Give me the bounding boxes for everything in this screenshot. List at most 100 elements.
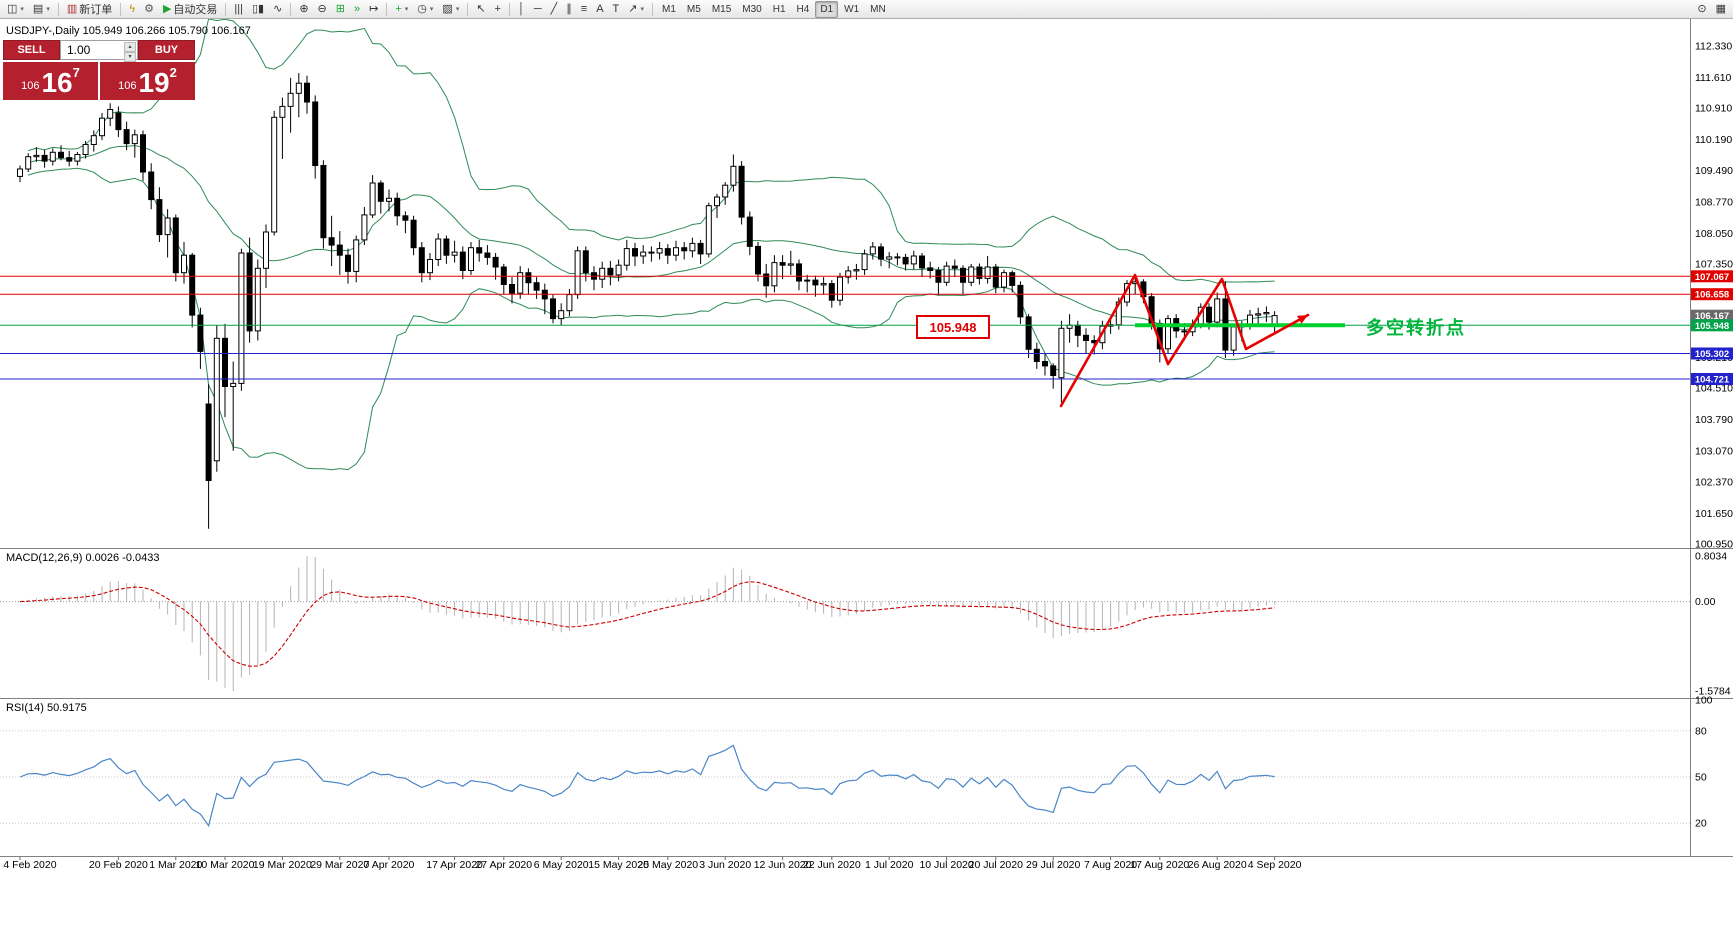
fibonacci-button[interactable]: ≡ bbox=[577, 0, 591, 18]
svg-text:50: 50 bbox=[1695, 772, 1707, 784]
sell-price-box[interactable]: 106 16 7 bbox=[3, 62, 98, 100]
autotrading-icon: ▶ bbox=[162, 2, 172, 15]
horizontal-level-lines[interactable] bbox=[0, 275, 1690, 380]
svg-text:111.610: 111.610 bbox=[1695, 72, 1732, 84]
svg-text:10 Jul 2020: 10 Jul 2020 bbox=[919, 859, 973, 871]
trendline-button[interactable]: ╱ bbox=[547, 0, 562, 18]
toolbar-separator bbox=[652, 2, 654, 16]
buy-button[interactable]: BUY bbox=[138, 40, 195, 60]
svg-text:19 Mar 2020: 19 Mar 2020 bbox=[253, 859, 312, 871]
svg-text:0.00: 0.00 bbox=[1695, 596, 1716, 608]
indicators-dropdown-icon[interactable]: ▾ bbox=[404, 6, 409, 13]
svg-text:103.070: 103.070 bbox=[1695, 446, 1733, 458]
chart-title: USDJPY-,Daily 105.949 106.266 105.790 10… bbox=[6, 25, 251, 37]
timeframe-H4[interactable]: H4 bbox=[796, 3, 810, 15]
toolbar-separator bbox=[508, 2, 510, 16]
pane-separators[interactable] bbox=[0, 19, 1733, 857]
svg-text:112.330: 112.330 bbox=[1695, 41, 1732, 53]
autotrading-button[interactable]: ▶ 自动交易 bbox=[159, 0, 221, 18]
chart-shift-button[interactable]: ↦ bbox=[365, 0, 382, 18]
svg-text:108.770: 108.770 bbox=[1695, 196, 1733, 208]
svg-text:105.948: 105.948 bbox=[1695, 321, 1729, 332]
crosshair-icon: + bbox=[494, 2, 501, 15]
options-button[interactable]: ⚙ bbox=[140, 0, 158, 18]
svg-text:110.190: 110.190 bbox=[1695, 134, 1732, 146]
profiles-dropdown-icon[interactable]: ▾ bbox=[46, 6, 50, 13]
templates-dropdown-icon[interactable]: ▾ bbox=[455, 6, 460, 13]
cursor-button[interactable]: ↖ bbox=[472, 0, 489, 18]
volume-up-button[interactable]: ▴ bbox=[124, 42, 136, 52]
new-chart-dropdown-icon[interactable]: ▾ bbox=[20, 6, 24, 13]
autotrading-label: 自动交易 bbox=[173, 4, 218, 16]
volume-input[interactable] bbox=[61, 41, 137, 59]
price-annotation-box[interactable]: 105.948 bbox=[916, 315, 990, 339]
macd-histogram bbox=[27, 556, 1276, 692]
price-axis[interactable]: 112.330 111.610 110.910 110.190 109.490 108.7… bbox=[1691, 41, 1733, 830]
new-order-icon: ▥ bbox=[66, 2, 78, 15]
zoom-in-button[interactable]: ⊕ bbox=[295, 0, 312, 18]
candle-chart-button[interactable]: ▯▮ bbox=[248, 0, 268, 18]
vertical-line-button[interactable]: │ bbox=[514, 0, 529, 18]
text-button[interactable]: A bbox=[592, 0, 607, 18]
periods-button[interactable]: ◷ ▾ bbox=[413, 0, 437, 18]
svg-text:80: 80 bbox=[1695, 725, 1707, 737]
toolbar-separator bbox=[467, 2, 469, 16]
timeframe-M5[interactable]: M5 bbox=[686, 3, 701, 15]
timeframe-M15[interactable]: M15 bbox=[711, 3, 732, 15]
zoom-out-button[interactable]: ⊖ bbox=[314, 0, 331, 18]
auto-scroll-button[interactable]: » bbox=[350, 0, 364, 18]
volume-down-button[interactable]: ▾ bbox=[124, 52, 136, 62]
new-order-button[interactable]: ▥ 新订单 bbox=[63, 0, 116, 18]
crosshair-button[interactable]: + bbox=[491, 0, 505, 18]
channel-button[interactable]: ∥ bbox=[562, 0, 576, 18]
turning-point-label[interactable]: 多空转折点 bbox=[1366, 318, 1466, 338]
window-list-button[interactable]: ▦ bbox=[1712, 0, 1730, 18]
svg-text:15 May 2020: 15 May 2020 bbox=[588, 859, 649, 871]
horizontal-line-button[interactable]: ─ bbox=[530, 0, 546, 18]
bid-prefix: 106 bbox=[21, 80, 40, 92]
text-label-button[interactable]: T bbox=[609, 0, 624, 18]
timeframe-D1[interactable]: D1 bbox=[815, 0, 839, 18]
toolbar-separator bbox=[120, 2, 122, 16]
svg-text:100.950: 100.950 bbox=[1695, 539, 1733, 551]
arrows-dropdown-icon[interactable]: ▾ bbox=[640, 6, 645, 13]
quick-search-icon: ⊙ bbox=[1697, 2, 1707, 15]
templates-button[interactable]: ▨ ▾ bbox=[438, 0, 463, 18]
timeframe-H1[interactable]: H1 bbox=[772, 3, 786, 15]
tile-windows-button[interactable]: ⊞ bbox=[332, 0, 349, 18]
arrows-button[interactable]: ↗ ▾ bbox=[624, 0, 648, 18]
svg-text:-1.5784: -1.5784 bbox=[1695, 686, 1731, 698]
options-icon: ⚙ bbox=[144, 2, 154, 15]
svg-text:101.650: 101.650 bbox=[1695, 508, 1733, 520]
line-chart-icon: ∿ bbox=[273, 2, 283, 15]
trend-zigzag-annotation[interactable] bbox=[1059, 273, 1310, 408]
svg-text:20 Jul 2020: 20 Jul 2020 bbox=[969, 859, 1023, 871]
candle-chart-icon: ▯▮ bbox=[252, 2, 265, 15]
sell-button[interactable]: SELL bbox=[3, 40, 60, 60]
chart-shift-icon: ↦ bbox=[369, 2, 379, 15]
templates-icon: ▨ bbox=[442, 2, 453, 15]
toolbar: ◫ ▾ ▤ ▾ ▥ 新订单 ϟ ⚙ ▶ 自动交易 ||| ▯▮ ∿ ⊕ ⊖ ⊞» ↦ + ▾ ◷ ▾ ▨ ▾ ↖ + │ ─ ╱ ∥ ≡ A… bbox=[0, 0, 1733, 19]
new-chart-button[interactable]: ◫ ▾ bbox=[3, 0, 28, 18]
line-chart-button[interactable]: ∿ bbox=[269, 0, 286, 18]
bar-chart-button[interactable]: ||| bbox=[230, 0, 247, 18]
svg-text:29 Mar 2020: 29 Mar 2020 bbox=[310, 859, 369, 871]
vertical-line-icon: │ bbox=[517, 2, 525, 15]
timeframe-M1[interactable]: M1 bbox=[662, 3, 676, 15]
timeframe-M30[interactable]: M30 bbox=[742, 3, 762, 15]
svg-text:103.790: 103.790 bbox=[1695, 414, 1733, 426]
buy-price-box[interactable]: 106 19 2 bbox=[100, 62, 195, 100]
svg-text:108.050: 108.050 bbox=[1695, 228, 1733, 240]
indicators-button[interactable]: + ▾ bbox=[391, 0, 412, 18]
text-label-icon: T bbox=[612, 2, 620, 15]
metaeditor-button[interactable]: ϟ bbox=[125, 0, 139, 18]
profiles-button[interactable]: ▤ ▾ bbox=[29, 0, 54, 18]
window-list-icon: ▦ bbox=[1715, 2, 1726, 15]
periods-dropdown-icon[interactable]: ▾ bbox=[429, 6, 434, 13]
timeframe-W1[interactable]: W1 bbox=[844, 3, 860, 15]
quick-search-button[interactable]: ⊙ bbox=[1693, 0, 1710, 18]
timeframe-MN[interactable]: MN bbox=[870, 3, 886, 15]
rsi-indicator-label: RSI(14) 50.9175 bbox=[6, 702, 87, 714]
